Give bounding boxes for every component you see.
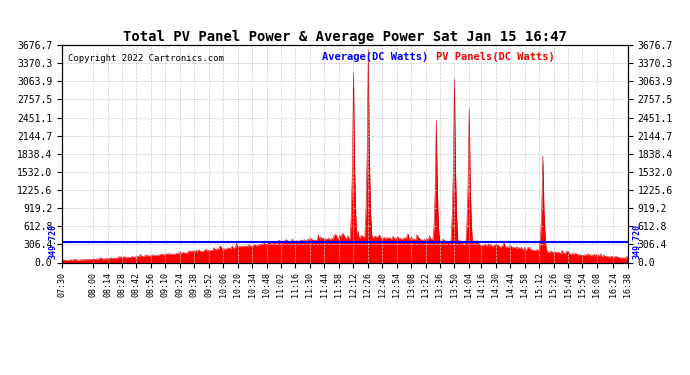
Text: Average(DC Watts): Average(DC Watts) xyxy=(322,51,428,62)
Text: 349.720: 349.720 xyxy=(49,224,58,259)
Text: PV Panels(DC Watts): PV Panels(DC Watts) xyxy=(435,51,554,62)
Text: Copyright 2022 Cartronics.com: Copyright 2022 Cartronics.com xyxy=(68,54,224,63)
Title: Total PV Panel Power & Average Power Sat Jan 15 16:47: Total PV Panel Power & Average Power Sat… xyxy=(123,30,567,44)
Text: 349.720: 349.720 xyxy=(632,224,641,259)
